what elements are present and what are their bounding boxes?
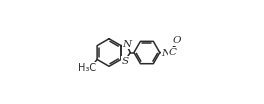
Text: C: C [169, 48, 177, 57]
Text: N: N [162, 49, 171, 58]
Text: H₃C: H₃C [78, 63, 97, 73]
Text: N: N [122, 40, 132, 49]
Text: O: O [173, 36, 182, 45]
Text: S: S [122, 57, 129, 66]
